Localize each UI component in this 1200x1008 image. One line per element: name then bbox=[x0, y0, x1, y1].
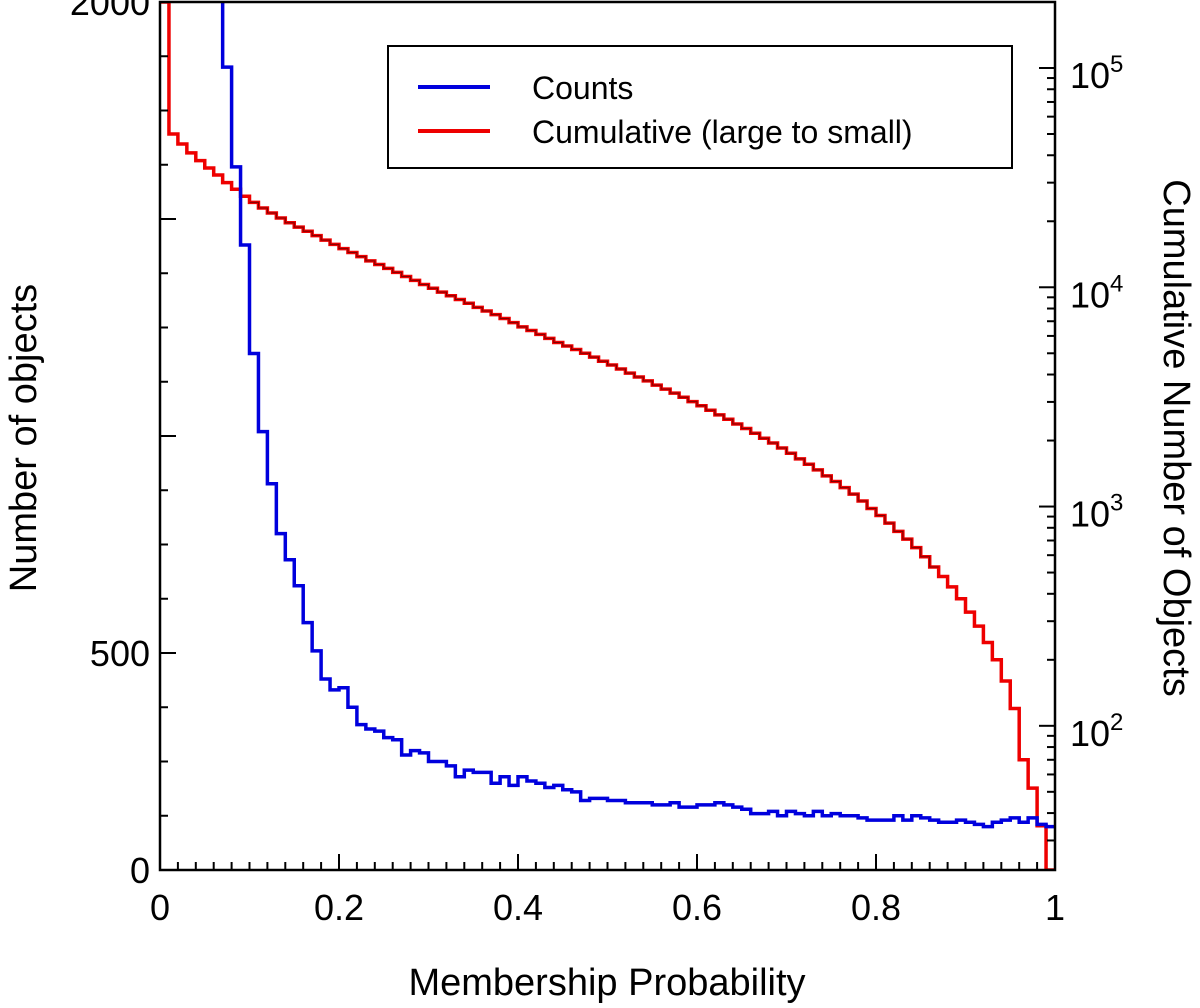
y2-tick-base: 10 bbox=[1070, 713, 1110, 754]
y2-tick-label: 104 bbox=[1070, 270, 1123, 315]
ticks-layer bbox=[159, 1, 1056, 871]
y2-tick-label: 105 bbox=[1070, 51, 1123, 96]
x-tick-label: 0.2 bbox=[314, 887, 364, 928]
legend-label-cumulative: Cumulative (large to small) bbox=[532, 114, 913, 150]
x-tick-label: 0.4 bbox=[493, 887, 543, 928]
y2-tick-exponent: 3 bbox=[1110, 490, 1123, 517]
x-tick-label: 1 bbox=[1045, 887, 1065, 928]
y2-tick-base: 10 bbox=[1070, 274, 1110, 315]
y2-tick-base: 10 bbox=[1070, 494, 1110, 535]
x-tick-label: 0.6 bbox=[672, 887, 722, 928]
x-tick-label: 0 bbox=[150, 887, 170, 928]
x-tick-label: 0.8 bbox=[851, 887, 901, 928]
y-tick-label: 2000 bbox=[70, 0, 150, 23]
series-counts bbox=[220, 2, 1055, 829]
y2-axis-title: Cumulative Number of Objects bbox=[1155, 179, 1197, 696]
y2-tick-exponent: 2 bbox=[1110, 709, 1123, 736]
y2-tick-label: 102 bbox=[1070, 709, 1123, 754]
tick-labels: 0 0.2 0.4 0.6 0.8 1 2000 500 0 105 104 1… bbox=[70, 0, 1124, 928]
legend-box bbox=[387, 45, 1013, 169]
y-tick-label: 0 bbox=[130, 850, 150, 891]
legend: Counts Cumulative (large to small) bbox=[387, 45, 1013, 169]
y2-tick-exponent: 4 bbox=[1110, 270, 1123, 297]
y2-tick-exponent: 5 bbox=[1110, 51, 1123, 78]
plot-frame bbox=[158, 0, 1057, 872]
series-layer bbox=[160, 2, 1055, 870]
y2-tick-label: 103 bbox=[1070, 490, 1123, 535]
y2-tick-base: 10 bbox=[1070, 55, 1110, 96]
y-axis-title: Number of objects bbox=[3, 284, 45, 592]
series-cumulative-outline bbox=[249, 201, 939, 568]
y-tick-label: 500 bbox=[90, 633, 150, 674]
x-axis-title: Membership Probability bbox=[408, 962, 805, 1004]
legend-label-counts: Counts bbox=[532, 70, 633, 106]
